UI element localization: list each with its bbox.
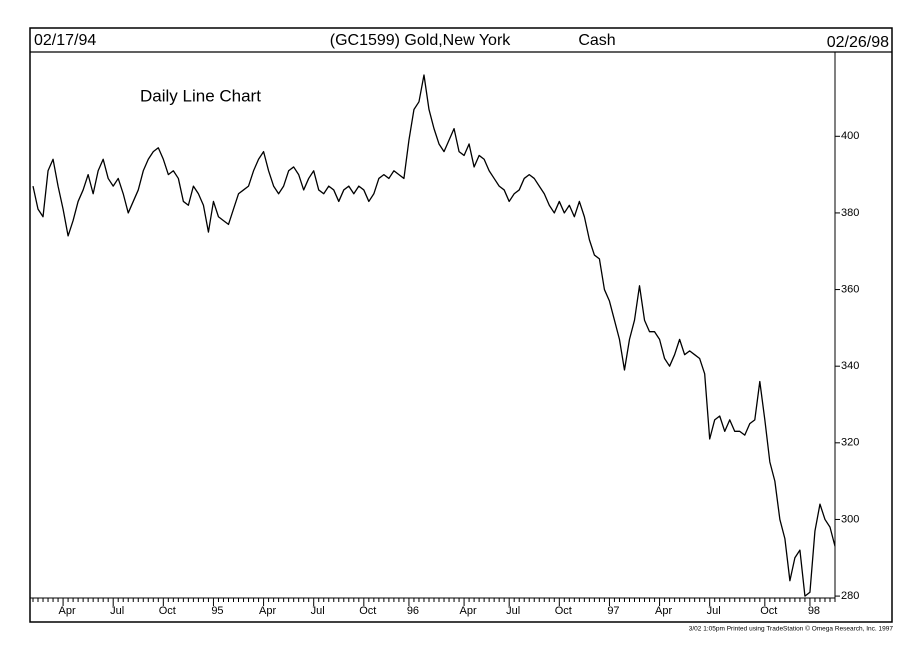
x-tick-label: Oct: [359, 605, 376, 617]
x-tick-label: Oct: [159, 605, 176, 617]
x-tick-label: Jul: [707, 605, 721, 617]
x-tick-label: Apr: [655, 605, 672, 617]
frame: [29, 27, 893, 623]
x-tick-label: Jul: [311, 605, 325, 617]
y-tick-label: 380: [841, 207, 859, 219]
end-date: 02/26/98: [827, 34, 889, 51]
y-tick-label: 340: [841, 360, 859, 372]
x-tick-label: Apr: [259, 605, 276, 617]
x-tick-label: 97: [607, 605, 619, 617]
y-tick-label: 400: [841, 130, 859, 142]
x-tick-label: Oct: [555, 605, 572, 617]
start-date: 02/17/94: [34, 32, 96, 49]
y-tick-label: 320: [841, 437, 859, 449]
footer: 3/02 1:05pm Printed using TradeStation ©…: [689, 625, 894, 633]
chart-title: (GC1599) Gold,New York: [330, 32, 512, 49]
y-tick-label: 300: [841, 513, 859, 525]
x-tick-label: Jul: [110, 605, 124, 617]
x-tick-label: 96: [407, 605, 419, 617]
x-tick-label: Apr: [59, 605, 76, 617]
x-tick-label: 98: [808, 605, 820, 617]
y-tick-label: 280: [841, 590, 859, 602]
x-tick-label: Apr: [460, 605, 477, 617]
price-line: [32, 74, 836, 597]
chart-subtitle: Cash: [578, 32, 615, 49]
x-tick-label: Oct: [760, 605, 777, 617]
annotation: Daily Line Chart: [140, 86, 261, 105]
y-tick-label: 360: [841, 283, 859, 295]
x-tick-label: Jul: [506, 605, 520, 617]
x-tick-label: 95: [211, 605, 223, 617]
